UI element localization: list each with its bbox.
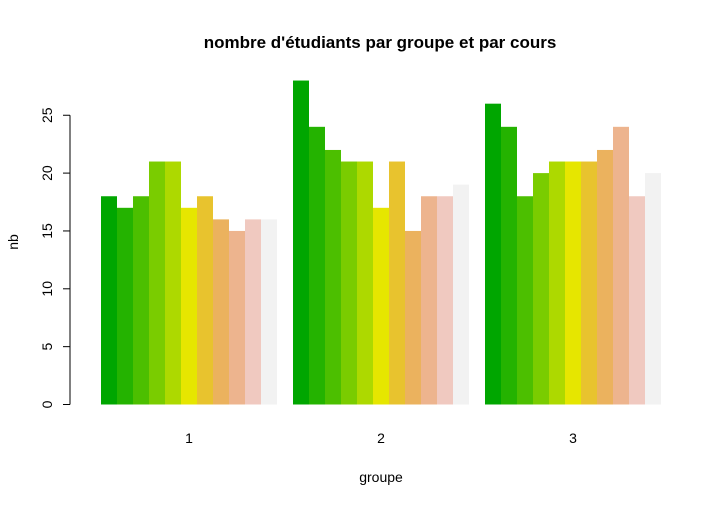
bar-group-1-course-6	[181, 207, 197, 405]
y-axis-label: nb	[5, 234, 21, 250]
y-tick-label: 15	[39, 223, 55, 239]
bar-group-3-course-2	[501, 126, 517, 405]
bar-group-3-course-7	[581, 161, 597, 405]
x-tick-label: 1	[185, 430, 193, 446]
bar-group-3-course-9	[613, 126, 629, 405]
bar-group-2-course-5	[357, 161, 373, 405]
bar-group-3-course-6	[565, 161, 581, 405]
bar-group-1-course-1	[101, 196, 117, 405]
bar-group-3-course-3	[517, 196, 533, 405]
bar-group-2-course-2	[309, 126, 325, 405]
bar-group-1-course-9	[229, 230, 245, 405]
bar-group-1-course-2	[117, 207, 133, 405]
bar-group-1-course-5	[165, 161, 181, 405]
bar-group-2-course-11	[453, 184, 469, 405]
y-tick-label: 20	[39, 165, 55, 181]
bar-group-3-course-8	[597, 149, 613, 405]
bar-group-1-course-7	[197, 196, 213, 405]
bar-group-2-course-7	[389, 161, 405, 405]
bar-group-2-course-3	[325, 149, 341, 405]
bar-group-2-course-1	[293, 80, 309, 405]
bar-group-2-course-8	[405, 230, 421, 405]
bar-group-3-course-5	[549, 161, 565, 405]
bar-group-1-course-11	[261, 219, 277, 405]
bar-group-3-course-4	[533, 173, 549, 405]
bar-group-2-course-6	[373, 207, 389, 405]
y-tick-label: 10	[39, 281, 55, 297]
y-tick-label: 5	[39, 343, 55, 351]
x-axis-tick-labels: 1 2 3	[185, 430, 577, 446]
y-tick-label: 0	[39, 400, 55, 408]
bar-group-3-course-1	[485, 103, 501, 405]
x-tick-label: 2	[377, 430, 385, 446]
bar-group-2-course-4	[341, 161, 357, 405]
y-tick-label: 25	[39, 107, 55, 123]
bar-group-3-course-11	[645, 173, 661, 405]
x-axis-label: groupe	[359, 469, 403, 485]
bar-group-3-course-10	[629, 196, 645, 405]
y-axis: 0 5 10 15 20 25	[39, 107, 71, 408]
bars-group	[101, 80, 661, 405]
bar-group-1-course-8	[213, 219, 229, 405]
chart-title: nombre d'étudiants par groupe et par cou…	[204, 33, 557, 52]
bar-group-2-course-10	[437, 196, 453, 405]
bar-group-1-course-4	[149, 161, 165, 405]
bar-group-1-course-10	[245, 219, 261, 405]
x-tick-label: 3	[569, 430, 577, 446]
bar-group-2-course-9	[421, 196, 437, 405]
bar-group-1-course-3	[133, 196, 149, 405]
